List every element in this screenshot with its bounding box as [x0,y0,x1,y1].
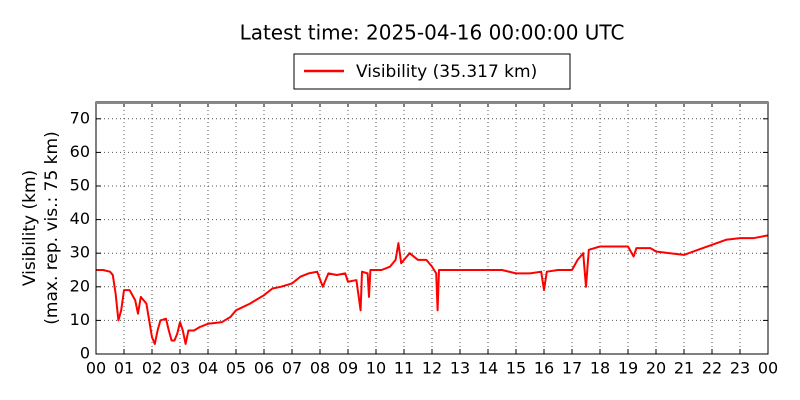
y-axis-label: Visibility (km) [20,170,40,286]
y-axis-label: (max. rep. vis.: 75 km) [42,131,62,324]
x-tick-label: 10 [366,359,386,378]
x-tick-label: 04 [198,359,218,378]
x-tick-label: 01 [114,359,134,378]
x-tick-label: 15 [506,359,526,378]
x-tick-label: 22 [702,359,722,378]
x-tick-label: 12 [422,359,442,378]
y-tick-label: 10 [70,310,90,329]
x-tick-label: 20 [646,359,666,378]
x-tick-label: 18 [590,359,610,378]
x-tick-label: 14 [478,359,498,378]
x-tick-label: 09 [338,359,358,378]
x-tick-label: 00 [86,359,106,378]
x-tick-label: 23 [730,359,750,378]
x-tick-label: 03 [170,359,190,378]
x-tick-label: 17 [562,359,582,378]
y-tick-label: 60 [70,142,90,161]
y-tick-label: 0 [80,344,90,363]
x-tick-label: 13 [450,359,470,378]
x-tick-label: 08 [310,359,330,378]
x-tick-label: 07 [282,359,302,378]
chart-title: Latest time: 2025-04-16 00:00:00 UTC [240,21,625,45]
plot-area [96,102,768,354]
x-tick-label: 00 [758,359,778,378]
data-line [96,234,769,345]
y-tick-label: 70 [70,108,90,127]
y-tick-label: 20 [70,276,90,295]
x-tick-label: 11 [394,359,414,378]
y-tick-label: 50 [70,176,90,195]
x-tick-label: 21 [674,359,694,378]
x-tick-label: 19 [618,359,638,378]
x-tick-label: 02 [142,359,162,378]
legend-label: Visibility (35.317 km) [356,62,537,82]
x-tick-label: 16 [534,359,554,378]
x-tick-label: 06 [254,359,274,378]
y-tick-label: 30 [70,243,90,262]
x-tick-label: 05 [226,359,246,378]
y-tick-label: 40 [70,209,90,228]
